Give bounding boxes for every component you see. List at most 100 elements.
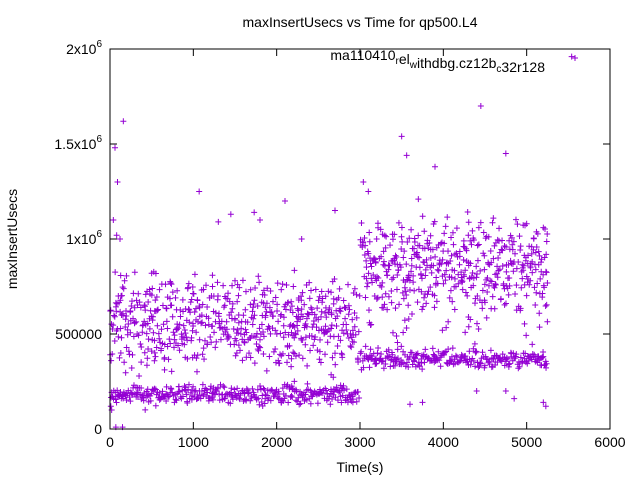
- data-point: [330, 374, 337, 381]
- data-point: [112, 396, 119, 403]
- data-point: [540, 271, 547, 278]
- data-point: [289, 394, 296, 401]
- data-point: [473, 348, 480, 355]
- data-point: [165, 356, 172, 363]
- data-point: [224, 335, 231, 342]
- data-point: [496, 266, 503, 273]
- data-point: [398, 343, 405, 350]
- data-point: [416, 242, 423, 249]
- data-point: [365, 188, 372, 195]
- data-point: [512, 216, 519, 223]
- data-point: [512, 250, 519, 257]
- data-point: [408, 262, 415, 269]
- data-point: [487, 248, 494, 255]
- data-point: [367, 346, 374, 353]
- data-point: [413, 250, 420, 257]
- data-point: [528, 243, 535, 250]
- data-point: [299, 337, 306, 344]
- data-point: [502, 150, 509, 157]
- data-point: [141, 349, 148, 356]
- data-point: [467, 361, 474, 368]
- data-point: [419, 275, 426, 282]
- data-points: [107, 53, 575, 431]
- data-point: [164, 343, 171, 350]
- data-point: [234, 326, 241, 333]
- data-point: [187, 299, 194, 306]
- data-point: [289, 385, 296, 392]
- data-point: [306, 295, 313, 302]
- data-point: [328, 311, 335, 318]
- data-point: [384, 354, 391, 361]
- data-point: [479, 305, 486, 312]
- data-point: [362, 343, 369, 350]
- data-point: [385, 346, 392, 353]
- data-point: [152, 353, 159, 360]
- data-point: [316, 348, 323, 355]
- data-point: [272, 345, 279, 352]
- data-point: [303, 323, 310, 330]
- data-point: [470, 358, 477, 365]
- data-point: [353, 314, 360, 321]
- data-point: [410, 279, 417, 286]
- data-point: [393, 286, 400, 293]
- data-point: [159, 388, 166, 395]
- data-point: [434, 266, 441, 273]
- data-point: [229, 282, 236, 289]
- data-point: [191, 309, 198, 316]
- data-point: [336, 389, 343, 396]
- data-point: [204, 303, 211, 310]
- data-point: [345, 302, 352, 309]
- data-point: [236, 396, 243, 403]
- data-point: [332, 207, 338, 214]
- data-point: [122, 316, 129, 323]
- data-point: [183, 391, 190, 398]
- data-point: [365, 307, 372, 314]
- data-point: [496, 225, 503, 232]
- data-point: [405, 316, 412, 323]
- data-point: [115, 293, 122, 299]
- data-point: [269, 387, 276, 394]
- data-point: [336, 285, 343, 292]
- data-point: [370, 272, 377, 279]
- data-point: [217, 336, 224, 343]
- data-point: [299, 355, 306, 362]
- data-point: [296, 352, 303, 359]
- data-point: [422, 266, 429, 273]
- data-point: [378, 350, 385, 357]
- data-point: [541, 254, 548, 261]
- data-point: [341, 304, 348, 311]
- data-point: [125, 320, 132, 327]
- data-point: [328, 289, 335, 296]
- data-point: [373, 236, 380, 242]
- data-point: [135, 332, 142, 339]
- data-point: [130, 333, 137, 340]
- data-point: [452, 352, 459, 359]
- data-point: [433, 298, 440, 305]
- data-point: [434, 280, 441, 287]
- data-point: [235, 292, 242, 299]
- data-point: [472, 349, 479, 356]
- data-point: [473, 270, 480, 277]
- data-point: [258, 398, 265, 405]
- data-point: [373, 360, 380, 367]
- data-point: [127, 307, 134, 314]
- data-point: [308, 287, 315, 294]
- data-point: [445, 248, 452, 255]
- data-point: [188, 387, 195, 394]
- data-point: [459, 286, 466, 293]
- data-point: [493, 270, 500, 277]
- data-point: [231, 386, 238, 393]
- data-point: [422, 272, 429, 279]
- data-point: [529, 341, 536, 348]
- data-point: [458, 269, 465, 276]
- data-point: [243, 396, 250, 403]
- data-point: [432, 253, 439, 260]
- data-point: [462, 267, 469, 274]
- data-point: [315, 297, 322, 304]
- data-point: [529, 258, 536, 265]
- data-point: [492, 280, 499, 287]
- data-point: [141, 318, 148, 325]
- data-point: [536, 310, 543, 317]
- data-point: [421, 359, 428, 366]
- data-point: [405, 302, 412, 309]
